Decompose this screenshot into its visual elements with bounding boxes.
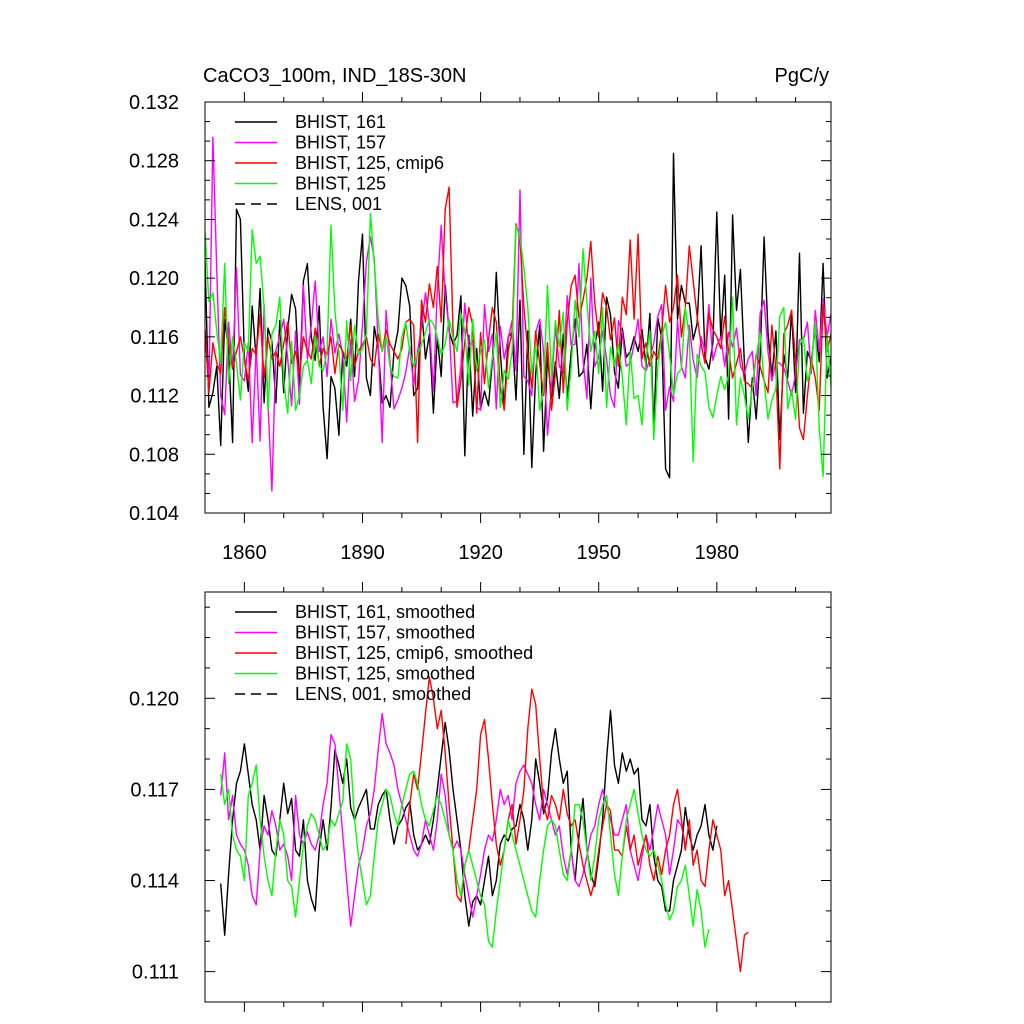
x-tick-label: 1950 — [576, 542, 621, 564]
y-tick-label: 0.108 — [129, 444, 179, 466]
top-panel-frame — [204, 101, 832, 514]
top-panel-series — [205, 136, 831, 492]
bottom-panel: 0.111 0.114 0.117 0.120 BHIST, 161, smoothe… — [129, 582, 832, 1012]
legend-label-bhist-125-cmip6-smoothed: BHIST, 125, cmip6, smoothed — [295, 643, 533, 663]
y-tick-label: 0.120 — [129, 268, 179, 290]
y-tick-label: 0.132 — [129, 92, 179, 114]
bottom-panel-series — [220, 676, 749, 973]
series-line-bhist-161-smoothed — [220, 709, 718, 936]
y-tick-label: 0.104 — [129, 503, 179, 525]
legend-label-bhist-161-smoothed: BHIST, 161, smoothed — [295, 602, 475, 622]
y-tick-label: 0.117 — [130, 779, 179, 801]
y-tick-label: 0.128 — [129, 151, 179, 173]
legend-label-bhist-125: BHIST, 125 — [295, 174, 386, 194]
x-tick-label: 1980 — [695, 542, 740, 564]
x-tick-label: 1860 — [222, 542, 267, 564]
y-tick-label: 0.111 — [132, 962, 179, 984]
bottom-panel-ticks: 0.111 0.114 0.117 0.120 — [129, 582, 831, 1012]
top-panel-title: CaCO3_100m, IND_18S-30N — [203, 65, 466, 87]
y-tick-label: 0.116 — [130, 327, 179, 349]
bottom-panel-frame — [204, 591, 832, 1003]
legend-label-lens-001: LENS, 001 — [295, 194, 382, 214]
legend-label-bhist-161: BHIST, 161 — [295, 112, 386, 132]
y-tick-label: 0.124 — [129, 209, 179, 231]
y-tick-label: 0.114 — [130, 871, 179, 893]
legend-label-lens-001-smoothed: LENS, 001, smoothed — [295, 684, 471, 704]
legend-label-bhist-157: BHIST, 157 — [295, 133, 386, 153]
series-line-bhist-125 — [205, 212, 831, 477]
y-tick-label: 0.120 — [129, 688, 179, 710]
top-panel-ticks: 0.104 0.108 0.112 0.116 0.120 0.124 0.128 0.132… — [129, 92, 831, 564]
legend-label-bhist-125-smoothed: BHIST, 125, smoothed — [295, 664, 475, 684]
legend-label-bhist-125-cmip6: BHIST, 125, cmip6 — [295, 153, 444, 173]
x-tick-label: 1920 — [458, 542, 503, 564]
top-panel-units: PgC/y — [775, 65, 829, 87]
top-panel: CaCO3_100m, IND_18S-30N PgC/y 0.104 0.108… — [129, 65, 832, 564]
series-line-bhist-157 — [205, 136, 831, 492]
legend-label-bhist-157-smoothed: BHIST, 157, smoothed — [295, 623, 475, 643]
series-line-bhist-125-smoothed — [220, 743, 710, 948]
x-tick-label: 1890 — [340, 542, 385, 564]
y-tick-label: 0.112 — [130, 386, 179, 408]
